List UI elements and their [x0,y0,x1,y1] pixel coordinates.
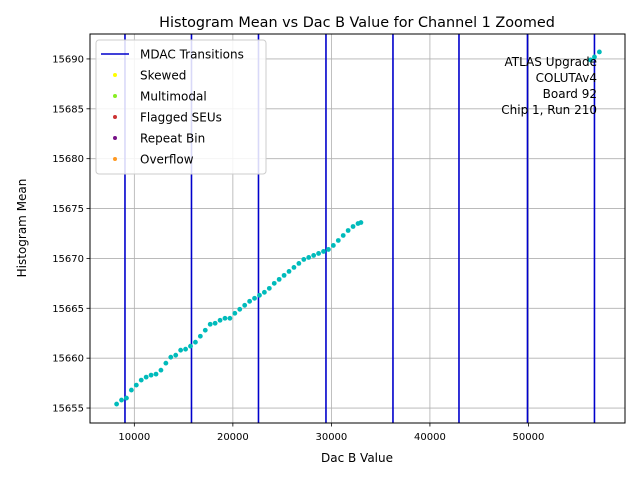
data-point [257,292,262,298]
plot-frame [89,33,626,424]
data-point [183,346,188,352]
y-axis-label: Histogram Mean [15,179,29,278]
data-point [232,310,238,316]
data-point [330,243,336,248]
x-tick-label: 30000 [315,432,347,443]
data-point [119,397,124,403]
data-point [276,276,282,282]
y-tick-label: 15675 [52,204,84,215]
data-point [306,255,312,260]
legend-swatch [113,157,117,161]
y-tick-label: 15685 [52,104,84,115]
data-point [197,333,203,339]
data-point [114,401,120,407]
data-point [227,315,233,321]
data-point [217,317,223,323]
data-point [340,233,346,238]
legend: MDAC Transitions Skewed Multimodal Flagged … [95,39,267,175]
data-point [193,339,198,345]
data-point [212,320,218,326]
data-point [281,272,287,278]
legend-swatch [113,136,117,140]
data-point [350,224,356,229]
annotation-line: COLUTAv4 [536,71,597,85]
y-tick-label: 15660 [52,354,84,365]
data-points [114,49,602,407]
legend-label: MDAC Transitions [140,48,244,62]
annotation-line: ATLAS Upgrade [504,55,597,69]
data-point [345,228,351,233]
data-point [311,253,317,258]
x-axis-ticks: 10000 20000 30000 40000 50000 [118,423,544,443]
data-point [291,265,297,270]
data-point [588,57,593,63]
data-point [296,261,302,266]
data-point [252,295,257,301]
annotation-line: Chip 1, Run 210 [501,103,597,117]
data-point [222,315,228,321]
data-point [124,395,129,401]
x-tick-label: 50000 [513,432,545,443]
data-point [358,220,364,225]
x-axis-label: Dac B Value [321,451,393,465]
chart-annotation: ATLAS Upgrade COLUTAv4 Board 92 Chip 1, Run… [501,55,597,117]
legend-swatch [113,115,117,119]
x-tick-label: 20000 [217,432,249,443]
data-point [335,238,341,243]
legend-swatch [113,94,117,98]
grid-lines [90,34,625,423]
legend-swatch [113,73,117,77]
data-point [592,54,597,60]
data-point [168,354,174,360]
data-point [326,247,331,252]
data-point [173,352,179,358]
legend-label: Multimodal [140,90,207,104]
y-tick-label: 15670 [52,254,84,265]
data-point [237,306,243,312]
x-tick-label: 10000 [118,432,150,443]
y-tick-label: 15690 [52,54,84,65]
data-point [247,298,253,304]
data-point [153,371,159,377]
data-point [261,289,267,295]
chart-title: Histogram Mean vs Dac B Value for Channe… [159,15,555,31]
data-point [202,327,208,333]
data-point [271,280,277,286]
data-point [148,372,154,378]
annotation-line: Board 92 [543,87,597,101]
data-point [158,367,164,373]
y-tick-label: 15665 [52,304,84,315]
data-point [188,343,193,349]
data-point [321,249,326,254]
data-point [133,382,139,388]
data-point [301,257,307,262]
legend-label: Skewed [140,69,186,83]
legend-label: Flagged SEUs [140,111,222,125]
y-tick-label: 15655 [52,404,84,415]
data-point [286,268,292,274]
data-point [138,377,144,383]
legend-label: Overflow [140,153,194,167]
y-tick-label: 15680 [52,154,84,165]
data-point [143,374,149,380]
data-point [316,251,321,256]
legend-box [95,39,267,175]
data-point [163,360,169,366]
data-point [266,285,272,291]
data-point [178,347,184,353]
x-tick-label: 40000 [414,432,446,443]
data-point [242,302,248,308]
data-point [128,387,134,393]
data-point [596,49,602,55]
y-axis-ticks: 15655 15660 15665 15670 15675 15680 15685 15690 [52,54,90,415]
data-point [207,321,213,327]
legend-label: Repeat Bin [140,132,205,146]
